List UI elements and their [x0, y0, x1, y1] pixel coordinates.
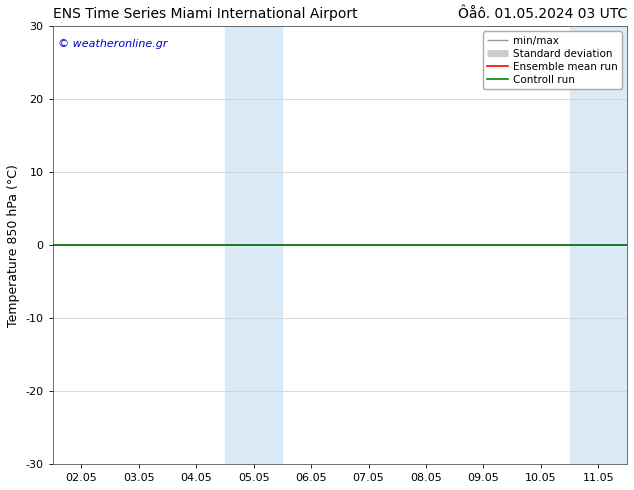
Y-axis label: Temperature 850 hPa (°C): Temperature 850 hPa (°C) — [7, 164, 20, 327]
Text: © weatheronline.gr: © weatheronline.gr — [58, 39, 168, 49]
Bar — [569, 26, 627, 464]
Text: ENS Time Series Miami International Airport: ENS Time Series Miami International Airp… — [53, 7, 358, 21]
Legend: min/max, Standard deviation, Ensemble mean run, Controll run: min/max, Standard deviation, Ensemble me… — [482, 31, 622, 89]
Bar — [225, 26, 282, 464]
Text: Ôåô. 01.05.2024 03 UTC: Ôåô. 01.05.2024 03 UTC — [458, 7, 627, 21]
